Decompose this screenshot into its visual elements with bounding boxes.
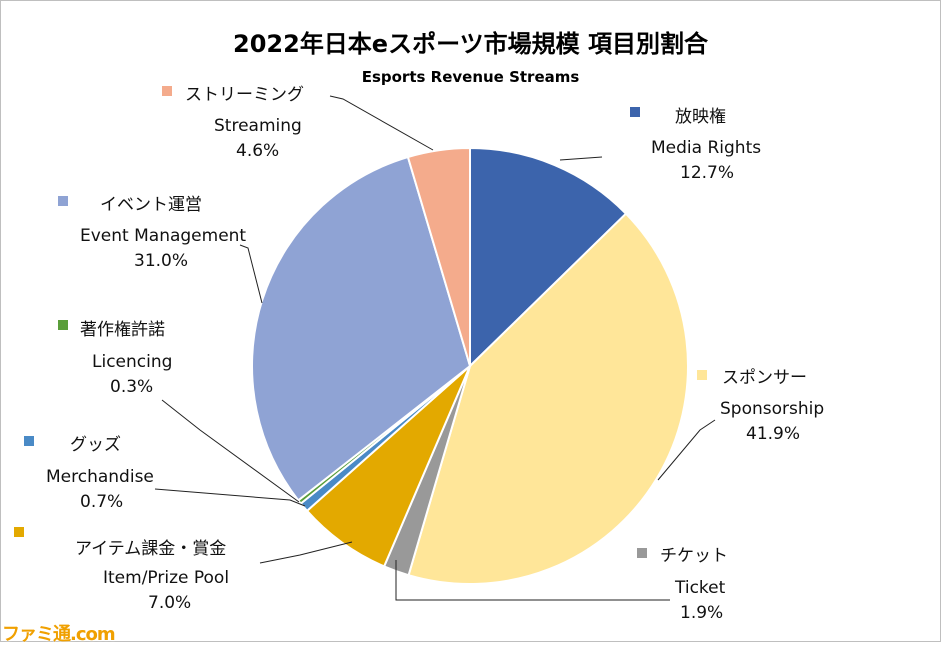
swatch-sponsorship — [697, 370, 707, 380]
label-pct-sponsorship: 41.9% — [746, 424, 801, 444]
leader-line-item-prize-pool — [259, 541, 353, 564]
swatch-ticket — [637, 548, 647, 558]
pie-slice-event-management — [251, 155, 472, 502]
label-pct-streaming: 4.6% — [236, 141, 280, 161]
label-jp-event-management: イベント運営 — [100, 195, 202, 215]
label-pct-licencing: 0.3% — [110, 377, 154, 397]
leader-line-media-rights — [559, 156, 603, 161]
label-jp-media-rights: 放映権 — [675, 107, 726, 127]
label-en-item-prize-pool: Item/Prize Pool — [103, 568, 230, 588]
label-jp-licencing: 著作権許諾 — [80, 320, 165, 340]
leader-line-sponsorship — [657, 419, 716, 481]
label-jp-sponsorship: スポンサー — [722, 368, 807, 388]
label-en-licencing: Licencing — [92, 352, 173, 372]
label-en-ticket: Ticket — [675, 578, 726, 598]
label-jp-ticket: チケット — [660, 546, 728, 566]
label-jp-item-prize-pool: アイテム課金・賞金 — [75, 539, 227, 559]
leader-line-licencing — [161, 399, 300, 503]
leader-line-merchandise — [154, 488, 306, 507]
pie-slice-media-rights — [469, 146, 628, 369]
swatch-item-prize-pool — [14, 527, 24, 537]
label-en-sponsorship: Sponsorship — [720, 399, 825, 419]
swatch-licencing — [58, 320, 68, 330]
label-en-merchandise: Merchandise — [46, 467, 154, 487]
label-jp-merchandise: グッズ — [70, 435, 121, 455]
label-pct-media-rights: 12.7% — [680, 163, 735, 183]
pie-slice-streaming — [406, 146, 471, 367]
label-jp-streaming: ストリーミング — [185, 85, 304, 105]
chart-subtitle: Esports Revenue Streams — [361, 68, 580, 86]
swatch-media-rights — [630, 107, 640, 117]
leader-line-ticket — [395, 560, 670, 601]
watermark-logo: ファミ通.com — [2, 624, 116, 645]
label-pct-event-management: 31.0% — [134, 251, 189, 271]
label-en-streaming: Streaming — [214, 116, 302, 136]
leader-line-event-management — [239, 244, 263, 304]
label-pct-item-prize-pool: 7.0% — [148, 593, 192, 613]
swatch-event-management — [58, 196, 68, 206]
label-pct-ticket: 1.9% — [680, 603, 724, 623]
swatch-merchandise — [24, 436, 34, 446]
label-en-media-rights: Media Rights — [651, 138, 762, 158]
leader-line-streaming — [329, 95, 434, 151]
swatch-streaming — [162, 86, 172, 96]
label-pct-merchandise: 0.7% — [80, 492, 124, 512]
pie-slice-sponsorship — [407, 212, 689, 585]
label-en-event-management: Event Management — [80, 226, 247, 246]
chart-title: 2022年日本eスポーツ市場規模 項目別割合 — [233, 30, 708, 58]
